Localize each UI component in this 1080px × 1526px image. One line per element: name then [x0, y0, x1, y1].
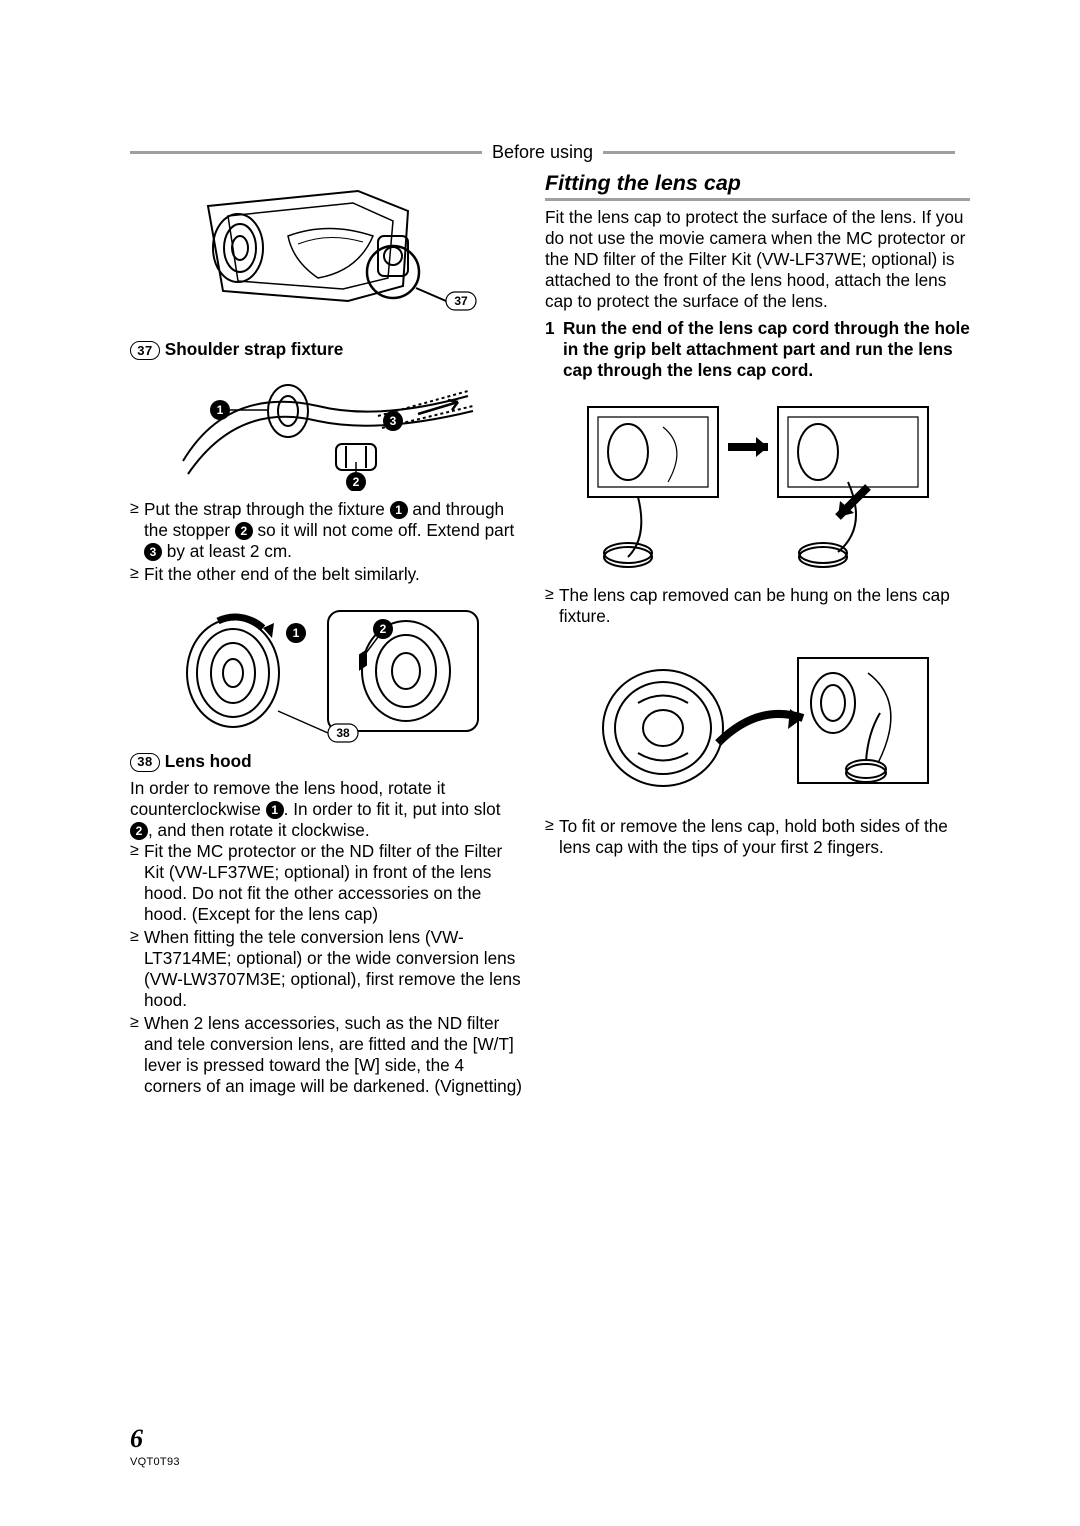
txt: so it will not come off. Extend part [253, 520, 514, 540]
doc-code: VQT0T93 [130, 1456, 180, 1468]
two-column-layout: 37 37 Shoulder strap fixture [130, 170, 970, 1099]
lenscap-bullet-hold: To fit or remove the lens cap, hold both… [545, 816, 970, 858]
step-1-text: Run the end of the lens cap cord through… [563, 318, 970, 381]
svg-text:3: 3 [389, 414, 396, 428]
page: Before using [0, 0, 1080, 1526]
page-number: 6 [130, 1424, 180, 1454]
txt: . In order to fit it, put into slot [284, 799, 501, 819]
lenscap-b1: The lens cap removed can be hung on the … [545, 585, 970, 627]
figure-strap-threading: 1 2 3 [130, 366, 525, 491]
step-1: 1 Run the end of the lens cap cord throu… [545, 318, 970, 381]
svg-text:2: 2 [379, 622, 386, 636]
circled-3-icon: 3 [144, 543, 162, 561]
right-column: Fitting the lens cap Fit the lens cap to… [545, 170, 970, 1099]
svg-text:2: 2 [352, 475, 359, 489]
page-footer: 6 VQT0T93 [130, 1424, 180, 1468]
section-header: Before using [130, 142, 955, 163]
figure-camera-strap-slot: 37 [130, 176, 525, 331]
circled-2-icon: 2 [235, 522, 253, 540]
callout-oval-37: 37 [130, 341, 160, 360]
svg-text:1: 1 [216, 403, 223, 417]
lenscap-intro: Fit the lens cap to protect the surface … [545, 207, 970, 312]
callout-oval-38: 38 [130, 753, 160, 772]
strap-bullet-2: Fit the other end of the belt similarly. [130, 564, 525, 585]
item-38-title: Lens hood [165, 751, 252, 771]
figure-lenscap-hang [545, 633, 970, 808]
txt: Put the strap through the fixture [144, 499, 390, 519]
subheading: Fitting the lens cap [545, 170, 970, 196]
hood-bullet-3: When 2 lens accessories, such as the ND … [130, 1013, 525, 1097]
lens-hood-paragraph: In order to remove the lens hood, rotate… [130, 778, 525, 841]
circled-1-icon: 1 [266, 801, 284, 819]
figure-lenscap-cord [545, 387, 970, 577]
header-title: Before using [482, 142, 603, 163]
figure-lens-hood: 1 2 38 [130, 593, 525, 743]
strap-instructions: Put the strap through the fixture 1 and … [130, 499, 525, 585]
header-rule-left [130, 151, 482, 154]
hood-bullet-1: Fit the MC protector or the ND filter of… [130, 841, 525, 925]
subheading-rule: Fitting the lens cap [545, 170, 970, 201]
item-37-title: Shoulder strap fixture [165, 339, 344, 359]
svg-text:37: 37 [454, 294, 468, 308]
svg-text:38: 38 [336, 726, 350, 740]
strap-bullet-1: Put the strap through the fixture 1 and … [130, 499, 525, 562]
circled-2-icon: 2 [130, 822, 148, 840]
header-rule-right [603, 151, 955, 154]
step-1-number: 1 [545, 318, 563, 381]
svg-text:1: 1 [292, 626, 299, 640]
lens-hood-bullets: Fit the MC protector or the ND filter of… [130, 841, 525, 1097]
left-column: 37 37 Shoulder strap fixture [130, 170, 525, 1099]
txt: , and then rotate it clockwise. [148, 820, 370, 840]
lenscap-b2: To fit or remove the lens cap, hold both… [545, 816, 970, 858]
txt: by at least 2 cm. [162, 541, 292, 561]
item-38-label: 38 Lens hood [130, 751, 525, 772]
hood-bullet-2: When fitting the tele conversion lens (V… [130, 927, 525, 1011]
circled-1-icon: 1 [390, 501, 408, 519]
item-37-label: 37 Shoulder strap fixture [130, 339, 525, 360]
lenscap-bullet-hang: The lens cap removed can be hung on the … [545, 585, 970, 627]
